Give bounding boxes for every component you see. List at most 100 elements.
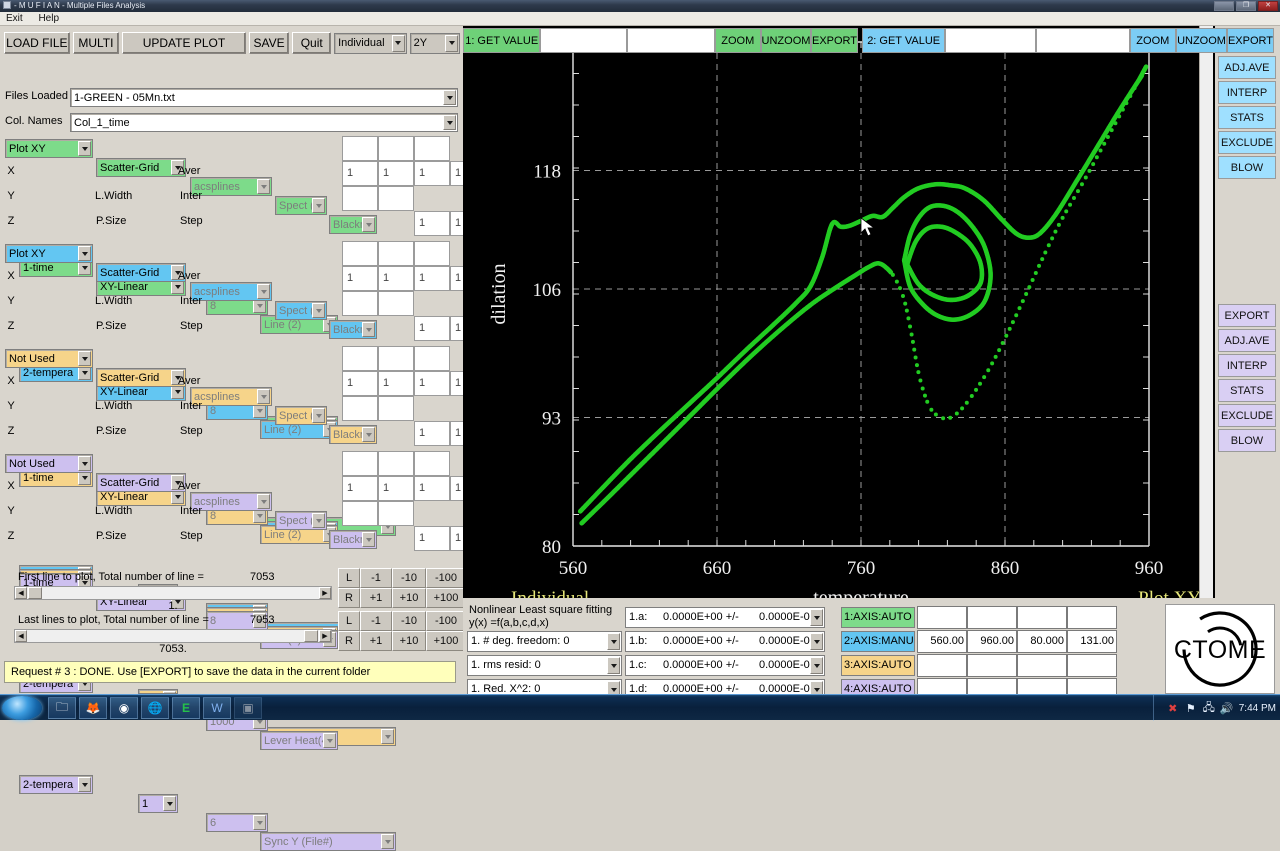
- block1-spect-select[interactable]: Spect (0: [275, 301, 327, 320]
- chevron-down-icon[interactable]: [78, 246, 91, 261]
- block0-spect-select[interactable]: Spect (0: [275, 196, 327, 215]
- block0-cell-r1-2[interactable]: 1: [414, 161, 450, 186]
- chevron-down-icon[interactable]: [171, 475, 184, 490]
- menu-item-help[interactable]: Help: [38, 13, 60, 24]
- chevron-down-icon[interactable]: [381, 834, 394, 849]
- block2-cell-r2-1[interactable]: [378, 396, 414, 421]
- chevron-down-icon[interactable]: [78, 351, 91, 366]
- block3-window-select[interactable]: Blackma: [329, 530, 377, 549]
- plot-vertical-scrollbar[interactable]: [1199, 26, 1213, 598]
- fit-param-1b[interactable]: 1.b: 0.0000E+00 +/- 0.0000E-00: [625, 631, 825, 652]
- block1-cell-r0-0[interactable]: [342, 241, 378, 266]
- block2-cell-r1-1[interactable]: 1: [378, 371, 414, 396]
- quit-button[interactable]: Quit: [292, 32, 332, 54]
- chevron-down-icon[interactable]: [362, 427, 375, 442]
- fit-stat-0[interactable]: 1. # deg. freedom: 0: [467, 631, 622, 652]
- block3-cell-r1-1[interactable]: 1: [378, 476, 414, 501]
- sidebar-purple-export[interactable]: EXPORT: [1218, 304, 1276, 327]
- taskbar-word-icon[interactable]: W: [203, 697, 231, 719]
- fit-param-1c[interactable]: 1.c: 0.0000E+00 +/- 0.0000E-00: [625, 655, 825, 676]
- slider-thumb[interactable]: [304, 630, 318, 642]
- taskbar-editor-icon[interactable]: E: [172, 697, 200, 719]
- chevron-down-icon[interactable]: [257, 494, 270, 509]
- block3-cell-r2-0[interactable]: [342, 501, 378, 526]
- axis-3-limit-0[interactable]: [917, 654, 967, 677]
- taskbar-firefox-icon[interactable]: 🦊: [79, 697, 107, 719]
- block3-spline-select[interactable]: acsplines: [190, 492, 272, 511]
- block2-cell-r0-2[interactable]: [414, 346, 450, 371]
- block3-cell-r0-1[interactable]: [378, 451, 414, 476]
- chevron-down-icon[interactable]: [257, 389, 270, 404]
- block2-spline-select[interactable]: acsplines: [190, 387, 272, 406]
- slider-right-arrow-icon[interactable]: ▶: [319, 630, 331, 642]
- chevron-down-icon[interactable]: [362, 322, 375, 337]
- fit-param-1a[interactable]: 1.a: 0.0000E+00 +/- 0.0000E-00: [625, 607, 825, 628]
- block3-spect-select[interactable]: Spect (0: [275, 511, 327, 530]
- getvalue2-unzoom-button[interactable]: UNZOOM: [1176, 28, 1227, 53]
- multi-button[interactable]: MULTI: [72, 32, 120, 54]
- getvalue2-zoom-button[interactable]: ZOOM: [1129, 28, 1177, 53]
- sidebar-purple-blow[interactable]: BLOW: [1218, 429, 1276, 452]
- chevron-down-icon[interactable]: [312, 198, 325, 213]
- block1-plot-mode-select[interactable]: Plot XY: [5, 244, 93, 263]
- chevron-down-icon[interactable]: [362, 217, 375, 232]
- update-plot-button[interactable]: UPDATE PLOT: [122, 32, 246, 54]
- last-step-m1[interactable]: -1: [360, 611, 392, 631]
- first-step-p1[interactable]: +1: [360, 588, 392, 608]
- axis-1-limit-1[interactable]: [967, 606, 1017, 629]
- block1-cell-r0-2[interactable]: [414, 241, 450, 266]
- axis-mode-select-1[interactable]: 1:AXIS:AUTO: [841, 607, 915, 628]
- slider-right-arrow-icon[interactable]: ▶: [319, 587, 331, 599]
- first-step-p100[interactable]: +100: [426, 588, 466, 608]
- block1-cell-r1-2[interactable]: 1: [414, 266, 450, 291]
- sidebar-purple-exclude[interactable]: EXCLUDE: [1218, 404, 1276, 427]
- getvalue1-zoom-button[interactable]: ZOOM: [714, 28, 761, 53]
- chevron-down-icon[interactable]: [443, 90, 456, 105]
- block2-cell-r2-0[interactable]: [342, 396, 378, 421]
- first-step-m100[interactable]: -100: [426, 568, 466, 588]
- volume-icon[interactable]: 🔊: [1219, 702, 1234, 715]
- block0-cell-r1-1[interactable]: 1: [378, 161, 414, 186]
- chevron-down-icon[interactable]: [445, 34, 459, 52]
- block2-cell-r0-0[interactable]: [342, 346, 378, 371]
- chevron-down-icon[interactable]: [257, 284, 270, 299]
- chevron-down-icon[interactable]: [171, 160, 184, 175]
- block3-cell-r3-0[interactable]: 1: [414, 526, 450, 551]
- slider-left-arrow-icon[interactable]: ◀: [15, 587, 27, 599]
- slider-thumb[interactable]: [28, 587, 42, 599]
- block3-plot-mode-select[interactable]: Not Used: [5, 454, 93, 473]
- getvalue2-export-button[interactable]: EXPORT: [1226, 28, 1274, 53]
- start-button[interactable]: [2, 696, 42, 720]
- block0-plot-mode-select[interactable]: Plot XY: [5, 139, 93, 158]
- block3-cell-r1-0[interactable]: 1: [342, 476, 378, 501]
- chevron-down-icon[interactable]: [163, 796, 176, 811]
- chevron-down-icon[interactable]: [391, 34, 405, 52]
- last-step-m100[interactable]: -100: [426, 611, 466, 631]
- block0-style-select[interactable]: Scatter-Grid: [96, 158, 186, 177]
- block1-cell-r1-1[interactable]: 1: [378, 266, 414, 291]
- chevron-down-icon[interactable]: [257, 179, 270, 194]
- axis-mode-select[interactable]: 2Y: [409, 32, 461, 54]
- axis-3-limit-3[interactable]: [1067, 654, 1117, 677]
- axis-1-limit-3[interactable]: [1067, 606, 1117, 629]
- getvalue1-label[interactable]: 1: GET VALUE: [463, 28, 541, 53]
- slider-left-arrow-icon[interactable]: ◀: [15, 630, 27, 642]
- block0-cell-r2-0[interactable]: [342, 186, 378, 211]
- block3-cell-r0-0[interactable]: [342, 451, 378, 476]
- block0-cell-r3-0[interactable]: 1: [414, 211, 450, 236]
- block0-spline-select[interactable]: acsplines: [190, 177, 272, 196]
- sidebar-green-exclude[interactable]: EXCLUDE: [1218, 131, 1276, 154]
- block0-window-select[interactable]: Blackma: [329, 215, 377, 234]
- chevron-down-icon[interactable]: [171, 370, 184, 385]
- block3-style-select[interactable]: Scatter-Grid: [96, 473, 186, 492]
- chevron-down-icon[interactable]: [810, 657, 823, 674]
- taskbar-chrome-icon[interactable]: ◉: [110, 697, 138, 719]
- plot-mode-select[interactable]: Individual: [334, 32, 407, 54]
- block3-cell-r1-2[interactable]: 1: [414, 476, 450, 501]
- chevron-down-icon[interactable]: [362, 532, 375, 547]
- chevron-down-icon[interactable]: [253, 815, 266, 830]
- getvalue1-field-b[interactable]: [627, 28, 715, 53]
- sidebar-purple-adj-ave[interactable]: ADJ.AVE: [1218, 329, 1276, 352]
- sidebar-green-interp[interactable]: INTERP: [1218, 81, 1276, 104]
- maximize-button[interactable]: ❐: [1236, 1, 1256, 11]
